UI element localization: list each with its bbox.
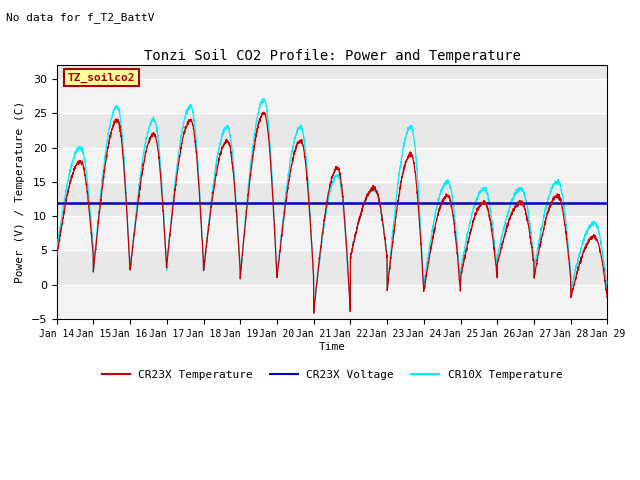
X-axis label: Time: Time xyxy=(319,342,346,351)
Title: Tonzi Soil CO2 Profile: Power and Temperature: Tonzi Soil CO2 Profile: Power and Temper… xyxy=(143,48,520,62)
Text: No data for f_T2_BattV: No data for f_T2_BattV xyxy=(6,12,155,23)
Bar xyxy=(57,147,607,182)
Bar xyxy=(57,216,607,251)
Bar xyxy=(57,79,607,113)
Text: TZ_soilco2: TZ_soilco2 xyxy=(68,73,135,83)
Bar xyxy=(57,285,607,319)
Legend: CR23X Temperature, CR23X Voltage, CR10X Temperature: CR23X Temperature, CR23X Voltage, CR10X … xyxy=(97,366,567,384)
Y-axis label: Power (V) / Temperature (C): Power (V) / Temperature (C) xyxy=(15,101,25,283)
